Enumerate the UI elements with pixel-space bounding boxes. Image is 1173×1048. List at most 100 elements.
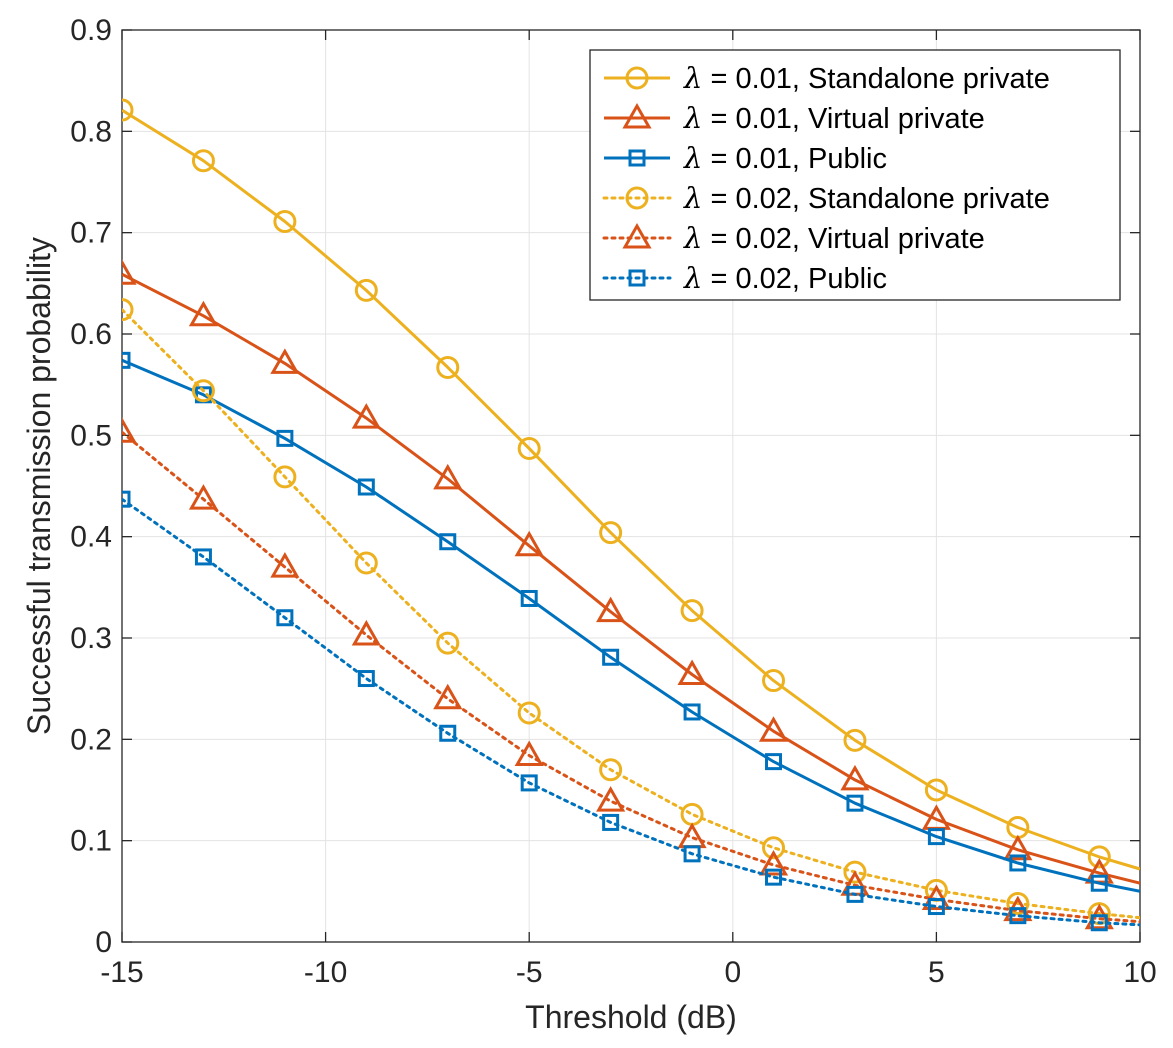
data-point	[599, 521, 623, 545]
data-point	[517, 701, 541, 725]
data-point	[357, 670, 375, 688]
y-tick-label: 0.2	[70, 723, 112, 756]
y-tick-label: 0.7	[70, 217, 112, 250]
data-point	[762, 836, 786, 860]
data-point	[433, 463, 463, 490]
x-axis-title: Threshold (dB)	[525, 999, 737, 1035]
y-tick-labels: 0 0.1 0.2 0.3 0.4 0.5 0.6 0.7 0.8 0.9	[70, 14, 112, 959]
data-point	[1003, 834, 1033, 861]
series-line	[122, 358, 1140, 893]
data-point	[276, 609, 294, 627]
data-point	[351, 403, 381, 429]
data-point	[517, 437, 541, 461]
legend-label: λ = 0.01, Virtual private	[683, 101, 985, 135]
data-point	[1090, 914, 1108, 932]
data-point	[122, 259, 137, 285]
data-point	[677, 659, 707, 685]
legend-label: λ = 0.01, Public	[683, 141, 887, 175]
data-point	[188, 484, 219, 510]
data-point	[683, 703, 701, 721]
y-tick-label: 0.9	[70, 14, 112, 47]
data-point	[520, 774, 538, 792]
data-point	[846, 794, 864, 812]
x-tick-label: 0	[724, 956, 741, 989]
data-point	[843, 728, 867, 752]
data-point	[1009, 854, 1027, 872]
data-point	[846, 885, 864, 903]
data-point	[122, 298, 134, 322]
data-point	[680, 599, 704, 623]
data-point	[436, 631, 460, 655]
series-2	[122, 259, 1140, 885]
data-point	[191, 379, 215, 403]
data-point	[436, 355, 460, 379]
legend-box	[589, 49, 1121, 301]
data-point	[354, 551, 378, 575]
data-point	[122, 98, 134, 122]
data-point	[758, 849, 789, 876]
data-point	[122, 490, 131, 508]
legend-label: λ = 0.02, Public	[683, 261, 887, 295]
data-point	[596, 786, 626, 812]
series-line	[122, 497, 1140, 927]
data-point	[276, 429, 294, 447]
data-point	[1087, 845, 1111, 869]
data-point	[122, 417, 137, 443]
x-tick-labels: -15 -10 -5 0 5 10	[100, 956, 1156, 989]
legend-marker	[625, 186, 649, 210]
legend: λ = 0.01, Standalone private λ = 0.01, Vi…	[589, 49, 1121, 301]
tick-marks	[121, 29, 1141, 943]
data-point	[1006, 891, 1030, 915]
legend-item: λ = 0.02, Public	[602, 261, 887, 295]
series-3	[122, 351, 1140, 893]
legend-item: λ = 0.02, Standalone private	[602, 181, 1050, 215]
data-point	[122, 351, 131, 369]
y-tick-label: 0.5	[70, 419, 112, 452]
data-point	[765, 868, 783, 886]
x-tick-label: 10	[1123, 956, 1156, 989]
data-point	[354, 278, 378, 302]
data-point	[602, 648, 620, 666]
data-point	[433, 683, 463, 710]
data-point	[843, 860, 867, 884]
y-tick-label: 0.1	[70, 825, 112, 858]
y-axis-title: Successful transmission probability	[21, 237, 57, 735]
y-tick-label: 0.3	[70, 622, 112, 655]
data-point	[599, 758, 623, 782]
data-point	[596, 596, 626, 623]
y-tick-label: 0.6	[70, 318, 112, 351]
series-6	[122, 490, 1140, 932]
data-point	[191, 149, 215, 173]
series-1	[122, 98, 1140, 871]
data-point	[270, 348, 300, 374]
data-point	[1090, 874, 1108, 892]
data-point	[273, 210, 297, 234]
data-point	[194, 548, 212, 566]
data-point	[514, 530, 544, 557]
data-point	[765, 753, 783, 771]
series-line	[122, 108, 1140, 871]
data-point	[927, 898, 945, 916]
legend-item: λ = 0.02, Virtual private	[602, 221, 985, 255]
x-tick-label: -10	[304, 956, 347, 989]
legend-item: λ = 0.01, Virtual private	[604, 101, 985, 135]
legend-marker	[628, 149, 646, 167]
data-point	[758, 716, 789, 742]
legend-item: λ = 0.01, Public	[604, 141, 887, 175]
legend-marker	[628, 269, 646, 287]
legend-item: λ = 0.01, Standalone private	[604, 61, 1050, 95]
series-layer	[122, 98, 1140, 932]
data-point	[520, 589, 538, 607]
data-point	[924, 778, 948, 802]
series-line	[122, 308, 1140, 920]
y-tick-label: 0.8	[70, 115, 112, 148]
data-point	[514, 740, 544, 767]
data-point	[273, 465, 297, 489]
data-point	[188, 300, 219, 327]
data-point	[351, 619, 381, 646]
x-tick-label: 5	[928, 956, 945, 989]
data-point	[683, 845, 701, 863]
y-tick-label: 0	[95, 926, 112, 959]
data-point	[762, 669, 786, 693]
